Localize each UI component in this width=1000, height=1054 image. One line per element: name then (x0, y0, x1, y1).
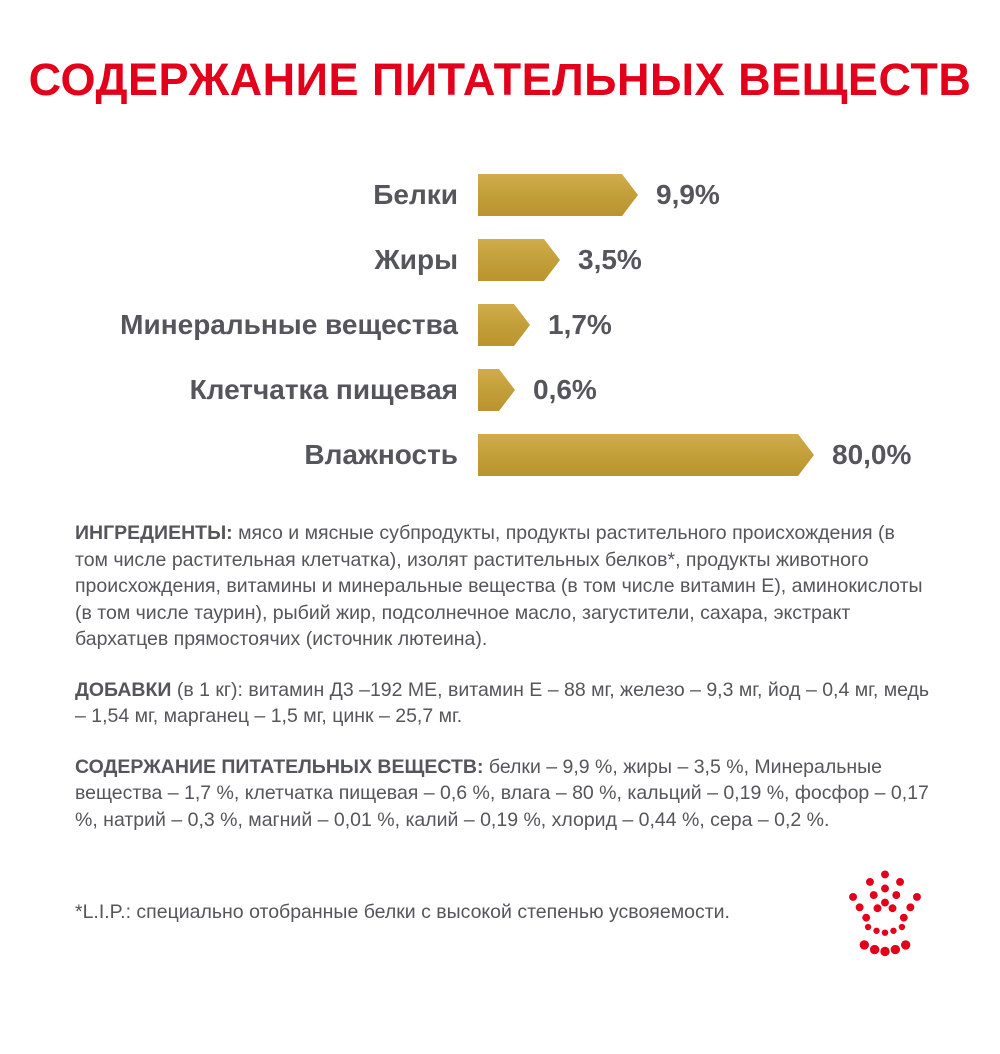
additives-text: (в 1 кг): витамин Д3 –192 МЕ, витамин Е … (75, 678, 930, 728)
chart-row-fiber: Клетчатка пищевая 0,6% (48, 369, 1000, 411)
bar-label-fiber: Клетчатка пищевая (189, 374, 458, 405)
nutrients-paragraph: СОДЕРЖАНИЕ ПИТАТЕЛЬНЫХ ВЕЩЕСТВ: белки – … (75, 754, 932, 834)
bar-proteins (478, 174, 638, 216)
additives-paragraph: ДОБАВКИ (в 1 кг): витамин Д3 –192 МЕ, ви… (75, 677, 932, 730)
chart-row-moisture: Влажность 80,0% (48, 434, 1000, 476)
additives-lead: ДОБАВКИ (75, 678, 172, 701)
chart-row-minerals: Минеральные вещества 1,7% (48, 304, 1000, 346)
royal-canin-crown-logo (849, 870, 921, 957)
ingredients-text: мясо и мясные субпродукты, продукты раст… (75, 522, 923, 651)
ingredients-paragraph: ИНГРЕДИЕНТЫ: мясо и мясные субпродукты, … (75, 520, 932, 653)
info-text-block: ИНГРЕДИЕНТЫ: мясо и мясные субпродукты, … (75, 520, 932, 833)
bar-label-moisture: Влажность (304, 439, 458, 470)
bar-value-moisture: 80,0% (832, 439, 912, 470)
bar-fiber (478, 369, 515, 411)
bar-value-fiber: 0,6% (533, 374, 597, 405)
nutrients-text: белки – 9,9 %, жиры – 3,5 %, Минеральные… (75, 755, 929, 831)
bar-label-minerals: Минеральные вещества (120, 309, 458, 340)
nutrition-bar-chart: Белки 9,9% Жиры 3,5% Минеральные веществ… (48, 174, 1000, 476)
footnote-row: *L.I.P.: специально отобранные белки с в… (75, 863, 932, 961)
bar-moisture (478, 434, 814, 476)
bar-label-proteins: Белки (373, 179, 458, 210)
footnote-text: специально отобранные белки с высокой ст… (131, 900, 730, 923)
bar-value-fats: 3,5% (578, 244, 642, 275)
chart-row-proteins: Белки 9,9% (48, 174, 1000, 216)
bar-value-minerals: 1,7% (548, 309, 612, 340)
page-title: СОДЕРЖАНИЕ ПИТАТЕЛЬНЫХ ВЕЩЕСТВ (28, 54, 972, 105)
bar-label-fats: Жиры (374, 244, 458, 275)
bar-value-proteins: 9,9% (656, 179, 720, 210)
chart-row-fats: Жиры 3,5% (48, 239, 1000, 281)
bar-fats (478, 239, 560, 281)
nutrients-lead: СОДЕРЖАНИЕ ПИТАТЕЛЬНЫХ ВЕЩЕСТВ: (75, 755, 484, 778)
footnote-lead: *L.I.P.: (75, 900, 132, 923)
bar-minerals (478, 304, 530, 346)
lip-footnote: *L.I.P.: специально отобранные белки с в… (75, 899, 730, 926)
ingredients-lead: ИНГРЕДИЕНТЫ: (75, 522, 233, 544)
